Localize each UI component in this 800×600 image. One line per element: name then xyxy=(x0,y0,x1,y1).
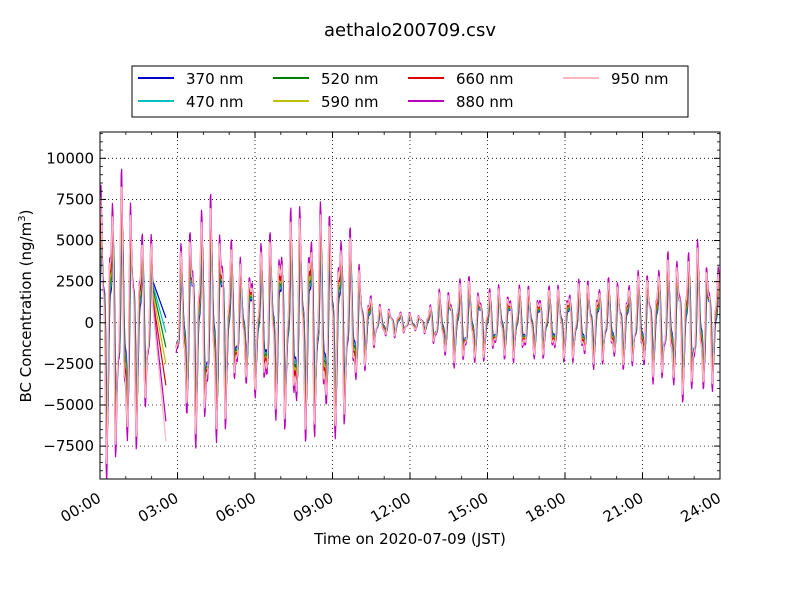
x-tick-labels: 00:00 03:00 06:00 09:00 12:00 15:00 18:00 21:00… xyxy=(58,489,724,526)
y-tick-label: 0 xyxy=(84,314,94,332)
chart-title: aethalo200709.csv xyxy=(324,20,496,41)
x-tick-label: 12:00 xyxy=(368,489,414,526)
legend-label: 590 nm xyxy=(321,93,379,111)
y-tick-label: −2500 xyxy=(43,355,94,373)
legend-label: 520 nm xyxy=(321,70,379,88)
x-tick-label: 18:00 xyxy=(523,489,569,526)
legend: 370 nm 470 nm 520 nm 590 nm 660 nm 880 nm 950 … xyxy=(131,65,689,118)
series-line-370-nm xyxy=(100,224,720,422)
series-line-950-nm xyxy=(100,186,720,465)
plot-frame xyxy=(99,131,721,480)
y-tick-label: 7500 xyxy=(56,190,94,208)
y-axis-label: BC Concentration (ng/m3) xyxy=(17,210,35,403)
plot-area xyxy=(99,131,721,480)
legend-label: 660 nm xyxy=(456,70,514,88)
y-axis-label-close: ) xyxy=(17,210,35,216)
x-tick-label: 00:00 xyxy=(58,489,104,526)
x-axis-label: Time on 2020-07-09 (JST) xyxy=(313,530,506,548)
x-tick-label: 15:00 xyxy=(445,489,491,526)
y-tick-label: 5000 xyxy=(56,232,94,250)
y-tick-label: −5000 xyxy=(43,396,94,414)
x-tick-label: 21:00 xyxy=(600,489,646,526)
legend-frame xyxy=(131,65,689,118)
y-tick-label: 10000 xyxy=(46,149,94,167)
y-tick-label: −7500 xyxy=(43,437,94,455)
legend-label: 470 nm xyxy=(186,93,244,111)
y-tick-labels: −7500 −5000 −2500 0 2500 5000 7500 10000 xyxy=(43,149,94,455)
y-tick-label: 2500 xyxy=(56,273,94,291)
legend-items: 370 nm 470 nm 520 nm 590 nm 660 nm 880 nm 950 … xyxy=(138,70,669,111)
legend-label: 370 nm xyxy=(186,70,244,88)
x-tick-label: 03:00 xyxy=(135,489,181,526)
series-layer xyxy=(100,168,720,479)
legend-label: 880 nm xyxy=(456,93,514,111)
y-axis-label-main: BC Concentration (ng/m xyxy=(17,222,35,403)
x-tick-label: 06:00 xyxy=(213,489,259,526)
legend-label: 950 nm xyxy=(611,70,669,88)
x-tick-label: 09:00 xyxy=(290,489,336,526)
y-axis-label-superscript: 3 xyxy=(17,215,28,221)
x-tick-label: 24:00 xyxy=(678,489,724,526)
